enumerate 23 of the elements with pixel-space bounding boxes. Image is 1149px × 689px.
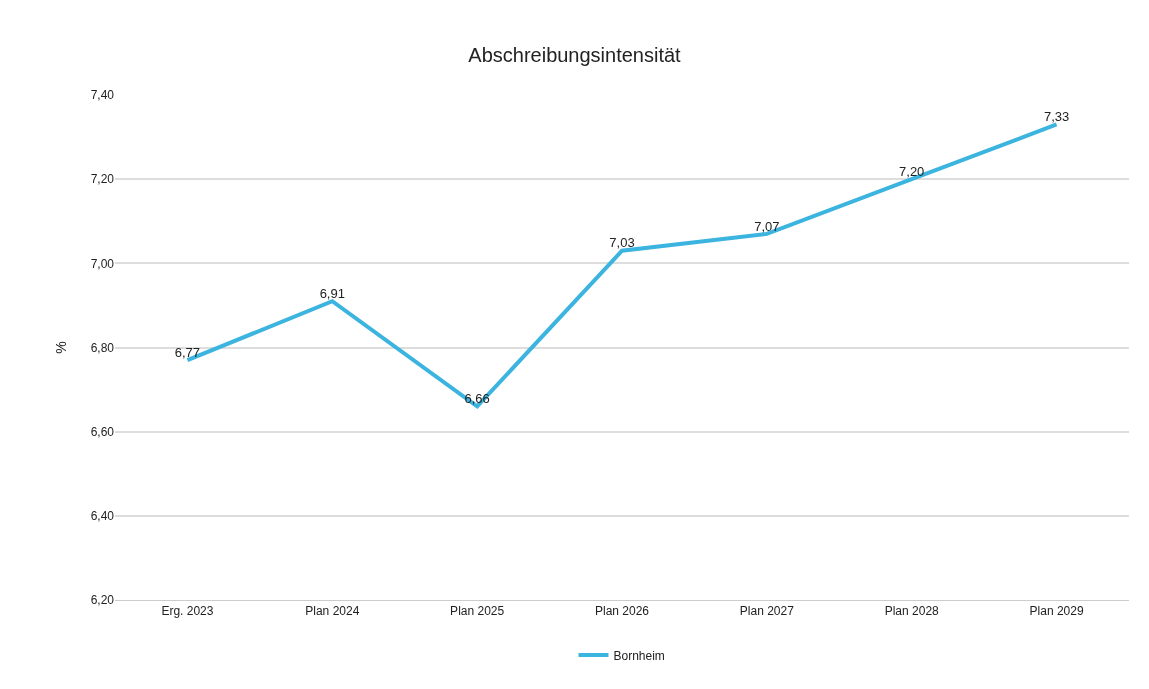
x-tick-label: Plan 2024 xyxy=(305,604,360,619)
x-tick-label: Plan 2028 xyxy=(884,604,940,619)
data-label: 7,03 xyxy=(609,235,635,251)
legend-label: Bornheim xyxy=(613,648,665,663)
data-label: 7,33 xyxy=(1043,109,1070,125)
y-axis-title: % xyxy=(53,341,70,354)
y-tick-label: 6,20 xyxy=(90,593,115,608)
y-tick-label: 6,40 xyxy=(90,509,115,524)
x-tick-label: Plan 2027 xyxy=(739,604,795,619)
x-tick-label: Plan 2026 xyxy=(594,604,650,619)
chart-title: Abschreibungsintensität xyxy=(468,44,682,67)
x-tick-label: Erg. 2023 xyxy=(161,604,214,619)
x-tick-label: Plan 2025 xyxy=(450,604,505,619)
y-tick-label: 7,40 xyxy=(90,88,115,103)
x-tick-label: Plan 2029 xyxy=(1029,604,1084,619)
y-tick-label: 7,00 xyxy=(90,256,115,271)
y-tick-label: 7,20 xyxy=(90,172,115,187)
data-label: 6,91 xyxy=(319,285,345,301)
data-label: 6,77 xyxy=(174,344,201,360)
y-tick-label: 6,60 xyxy=(90,424,115,439)
data-label: 7,07 xyxy=(754,218,780,234)
data-label: 7,20 xyxy=(899,163,925,179)
y-tick-label: 6,80 xyxy=(90,340,115,355)
